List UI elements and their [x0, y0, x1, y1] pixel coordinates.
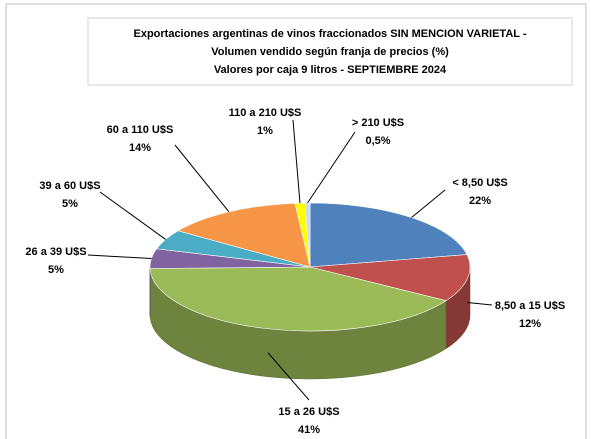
data-label: 60 a 110 U$S [107, 124, 174, 136]
chart-title: Exportaciones argentinas de vinos fracci… [133, 28, 526, 40]
data-label: 110 a 210 U$S [229, 107, 302, 119]
data-label: 0,5% [365, 135, 390, 147]
leader-line [174, 144, 230, 213]
data-label: 14% [129, 142, 151, 154]
data-label: > 210 U$S [352, 117, 404, 129]
data-label: 12% [519, 318, 541, 330]
leader-line [267, 352, 310, 401]
data-label: < 8,50 U$S [452, 177, 507, 189]
data-label: 41% [298, 424, 320, 436]
data-label: 15 a 26 U$S [278, 406, 339, 418]
chart-title: Valores por caja 9 litros - SEPTIEMBRE 2… [214, 64, 447, 76]
pie-slice [149, 266, 447, 332]
leader-line [467, 301, 493, 306]
pie-slice [309, 202, 468, 268]
leader-line [99, 191, 166, 240]
data-label: 39 a 60 U$S [39, 180, 100, 192]
leader-line [307, 131, 356, 204]
leader-line [87, 254, 152, 260]
title-box [87, 17, 573, 86]
leader-line [292, 119, 301, 204]
chart-title: Volumen vendido según franja de precios … [211, 46, 449, 58]
leader-line [411, 189, 446, 218]
data-label: 26 a 39 U$S [25, 246, 86, 258]
data-label: 8,50 a 15 U$S [495, 300, 565, 312]
data-label: 1% [257, 125, 273, 137]
data-label: 22% [469, 195, 491, 207]
data-label: 5% [62, 198, 78, 210]
data-label: 5% [48, 264, 64, 276]
pie-slice [309, 254, 471, 302]
